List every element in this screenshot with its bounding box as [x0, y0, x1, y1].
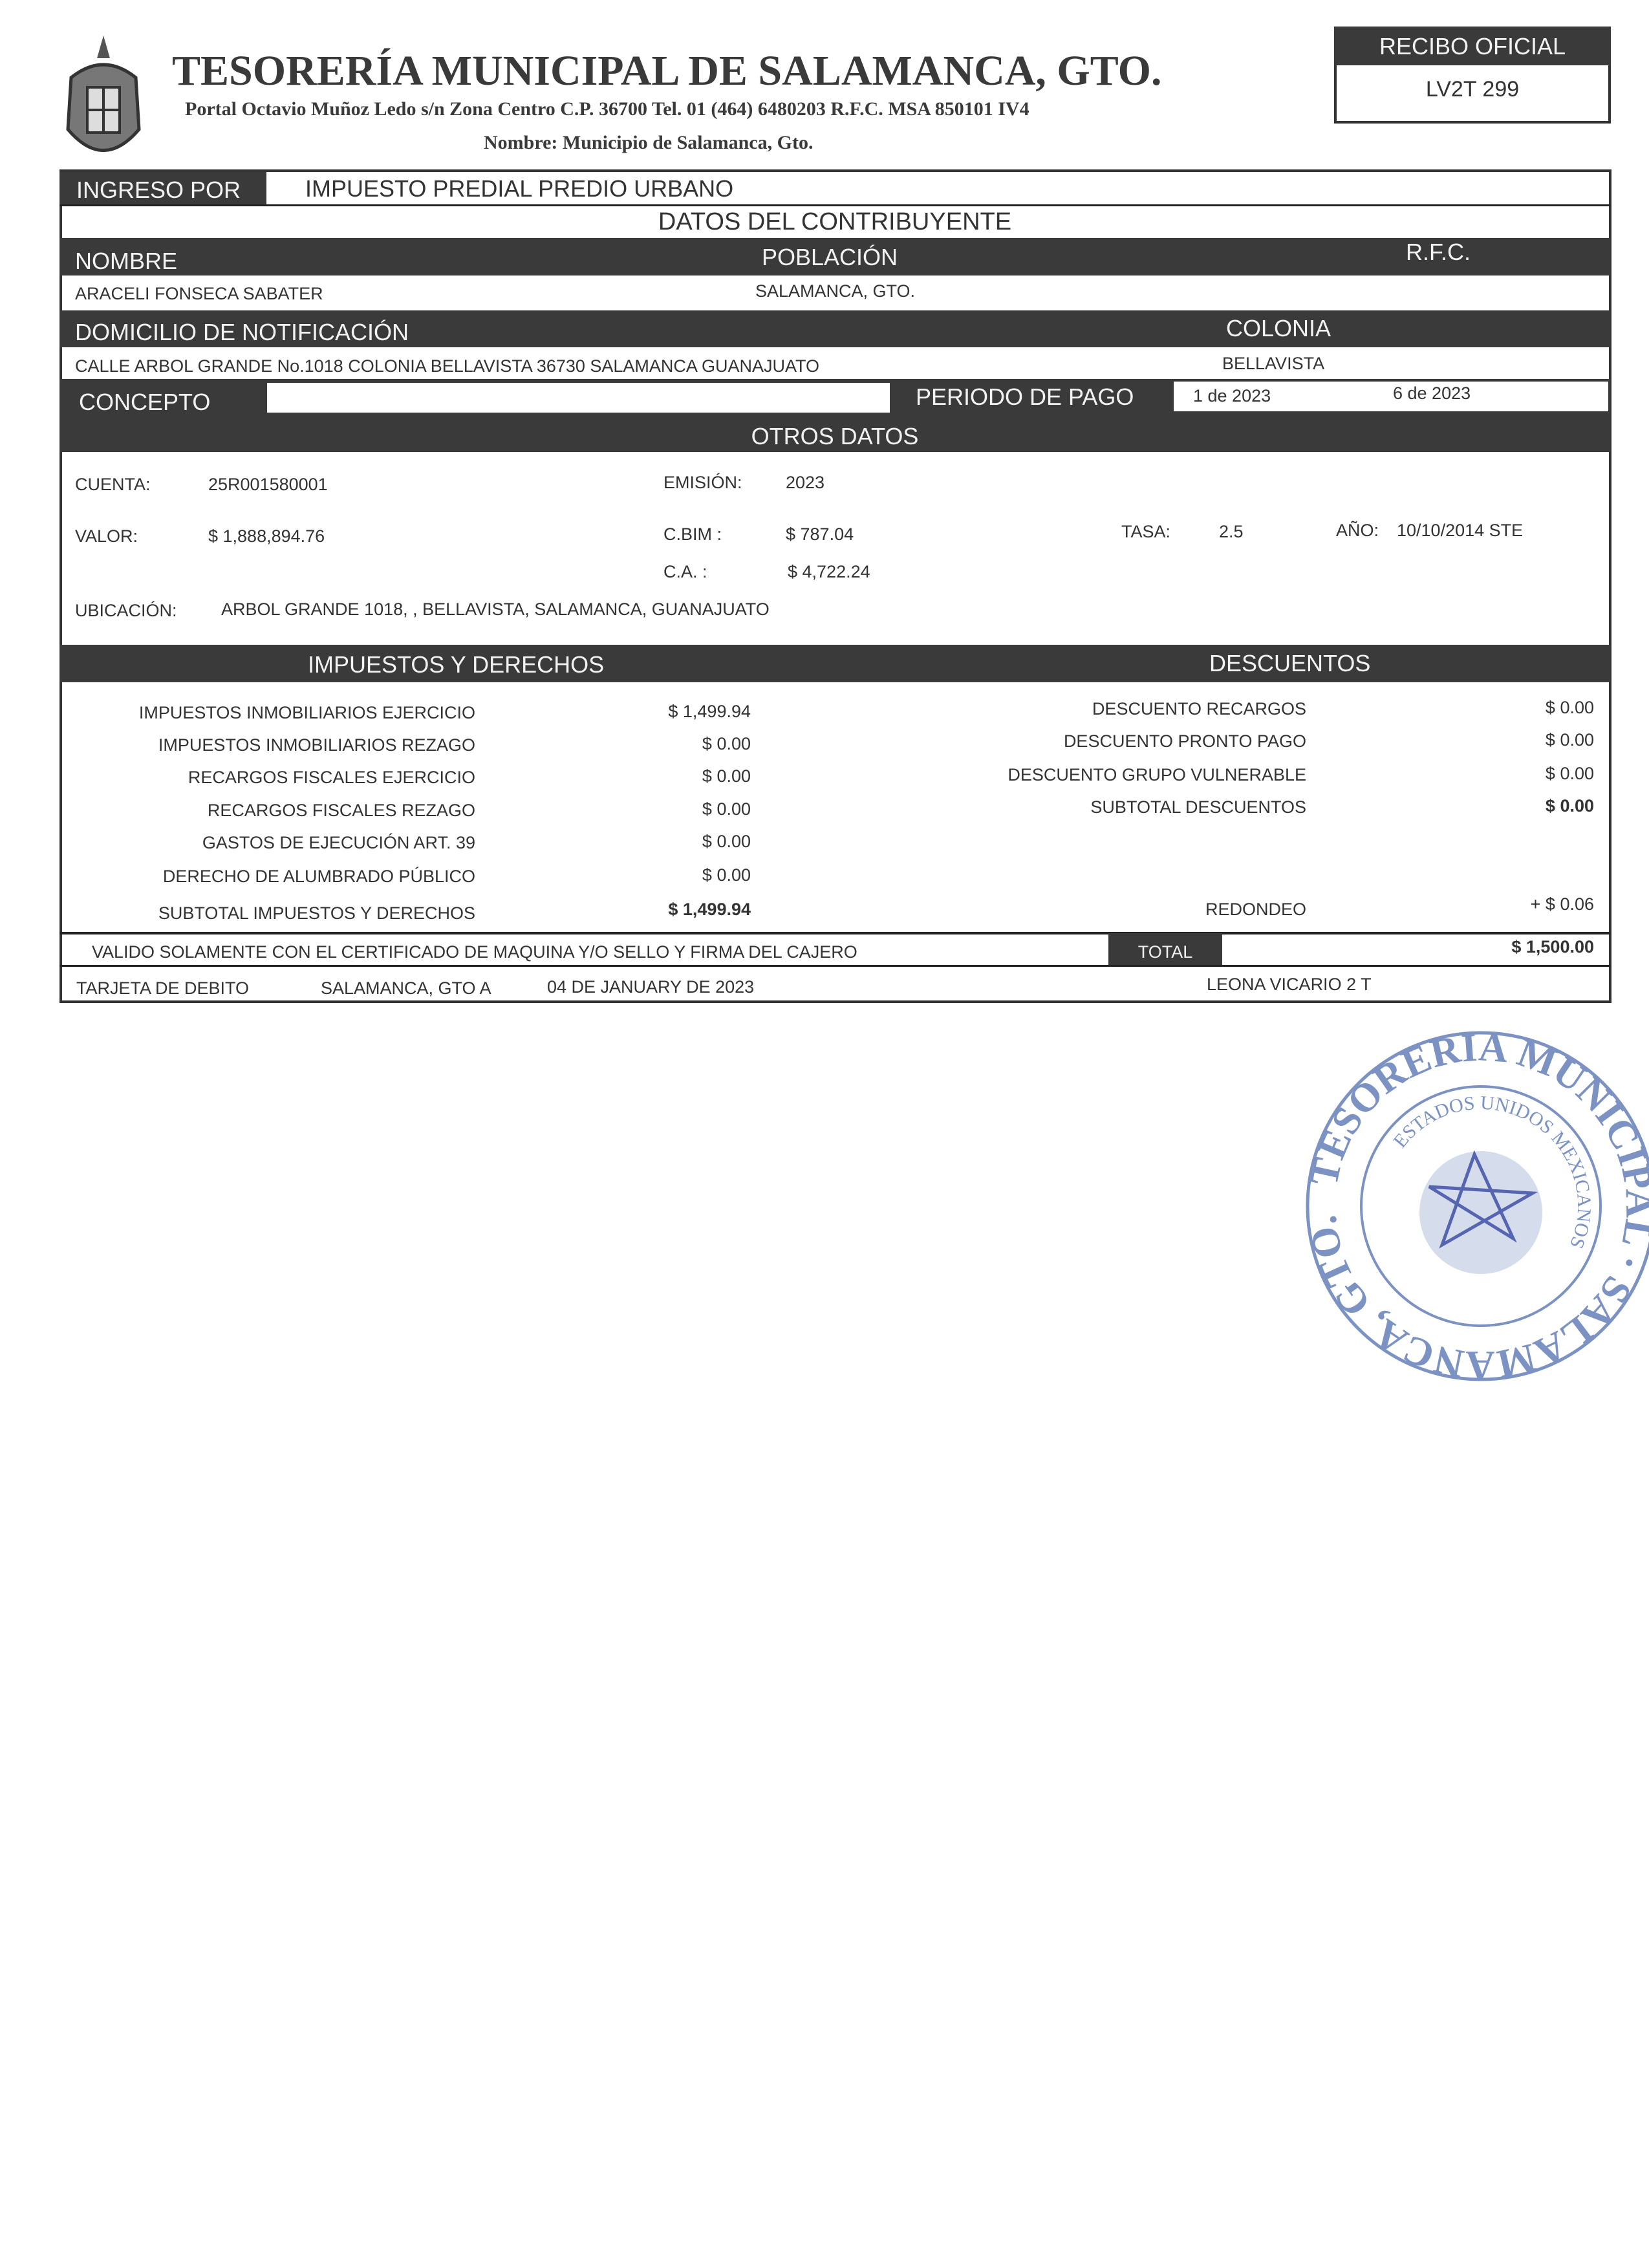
coat-of-arms-icon [58, 32, 149, 175]
total-label: TOTAL [1137, 942, 1193, 962]
descuento-amount: $ 0.00 [1545, 764, 1594, 783]
total-value: $ 1,500.00 [1511, 937, 1594, 956]
receipt-table [59, 169, 1611, 1003]
colonia-value: BELLAVISTA [1222, 354, 1325, 373]
cbim-value: $ 787.04 [786, 524, 854, 544]
valor-label: VALOR: [75, 526, 138, 546]
address-line: Portal Octavio Muñoz Ledo s/n Zona Centr… [185, 98, 1029, 120]
cuenta-value: 25R001580001 [208, 475, 328, 494]
periodo-desde: 1 de 2023 [1193, 386, 1271, 405]
impuesto-amount: $ 1,499.94 [668, 900, 751, 919]
emision-value: 2023 [786, 473, 825, 492]
cbim-label: C.BIM : [663, 524, 722, 544]
page-title: TESORERÍA MUNICIPAL DE SALAMANCA, GTO. [172, 47, 1162, 94]
colonia-label: COLONIA [1226, 315, 1331, 341]
rfc-label: R.F.C. [1406, 239, 1471, 265]
descuento-label: DESCUENTO GRUPO VULNERABLE [1008, 765, 1306, 784]
impuesto-label: SUBTOTAL IMPUESTOS Y DERECHOS [158, 903, 475, 923]
valor-value: $ 1,888,894.76 [208, 526, 325, 546]
concepto-label: CONCEPTO [79, 389, 211, 415]
impuestos-title: IMPUESTOS Y DERECHOS [308, 651, 605, 678]
official-stamp: TESORERIA MUNICIPAL · SALAMANCA, GTO. · … [1293, 990, 1649, 1387]
domicilio-value: CALLE ARBOL GRANDE No.1018 COLONIA BELLA… [75, 356, 819, 376]
redondeo-value: + $ 0.06 [1530, 894, 1594, 914]
impuesto-amount: $ 0.00 [702, 865, 751, 885]
ca-value: $ 4,722.24 [788, 562, 870, 581]
descuento-amount: $ 0.00 [1545, 698, 1594, 717]
descuento-label: DESCUENTO PRONTO PAGO [1063, 731, 1306, 751]
cuenta-label: CUENTA: [75, 475, 151, 494]
poblacion-label: POBLACIÓN [762, 244, 898, 270]
impuesto-amount: $ 0.00 [702, 766, 751, 786]
redondeo-label: REDONDEO [1205, 900, 1306, 919]
descuento-amount: $ 0.00 [1545, 730, 1594, 750]
poblacion-value: SALAMANCA, GTO. [755, 281, 916, 301]
impuesto-label: RECARGOS FISCALES REZAGO [207, 801, 475, 820]
impuesto-label: IMPUESTOS INMOBILIARIOS EJERCICIO [138, 703, 475, 722]
ingreso-value: IMPUESTO PREDIAL PREDIO URBANO [305, 175, 734, 202]
periodo-label: PERIODO DE PAGO [916, 383, 1134, 410]
forma-pago: TARJETA DE DEBITO [76, 978, 250, 998]
tasa-value: 2.5 [1219, 522, 1244, 541]
impuesto-label: DERECHO DE ALUMBRADO PÚBLICO [162, 867, 475, 886]
domicilio-label: DOMICILIO DE NOTIFICACIÓN [75, 319, 409, 345]
recibo-label: RECIBO OFICIAL [1379, 33, 1566, 59]
ubicacion-label: UBICACIÓN: [75, 601, 177, 620]
emision-label: EMISIÓN: [663, 473, 742, 492]
periodo-hasta: 6 de 2023 [1393, 383, 1471, 403]
cajero: LEONA VICARIO 2 T [1207, 975, 1372, 994]
impuesto-label: IMPUESTOS INMOBILIARIOS REZAGO [158, 735, 475, 755]
descuentos-title: DESCUENTOS [1209, 650, 1371, 676]
fecha: 04 DE JANUARY DE 2023 [547, 977, 755, 997]
nombre-label: NOMBRE [75, 248, 178, 274]
descuento-label: SUBTOTAL DESCUENTOS [1090, 797, 1306, 817]
lugar: SALAMANCA, GTO A [321, 978, 491, 998]
otros-title: OTROS DATOS [751, 423, 919, 449]
validity-note: VALIDO SOLAMENTE CON EL CERTIFICADO DE M… [92, 942, 857, 962]
ubicacion-value: ARBOL GRANDE 1018, , BELLAVISTA, SALAMAN… [221, 599, 770, 619]
ano-value: 10/10/2014 STE [1397, 521, 1524, 540]
descuento-label: DESCUENTO RECARGOS [1092, 699, 1306, 718]
impuesto-amount: $ 1,499.94 [668, 702, 751, 721]
impuesto-amount: $ 0.00 [702, 799, 751, 819]
descuento-amount: $ 0.00 [1545, 796, 1594, 815]
ingreso-label: INGRESO POR [76, 177, 241, 203]
impuesto-label: RECARGOS FISCALES EJERCICIO [188, 768, 475, 787]
concepto-field [267, 383, 890, 413]
ano-label: AÑO: [1336, 521, 1379, 540]
impuesto-label: GASTOS DE EJECUCIÓN ART. 39 [202, 833, 475, 852]
contribuyente-title: DATOS DEL CONTRIBUYENTE [658, 208, 1012, 235]
issuer-name: Nombre: Municipio de Salamanca, Gto. [484, 132, 814, 153]
impuesto-amount: $ 0.00 [702, 832, 751, 851]
impuesto-amount: $ 0.00 [702, 734, 751, 753]
tasa-label: TASA: [1121, 522, 1171, 541]
folio: LV2T 299 [1425, 77, 1520, 102]
nombre-value: ARACELI FONSECA SABATER [75, 284, 323, 303]
ca-label: C.A. : [663, 562, 707, 581]
